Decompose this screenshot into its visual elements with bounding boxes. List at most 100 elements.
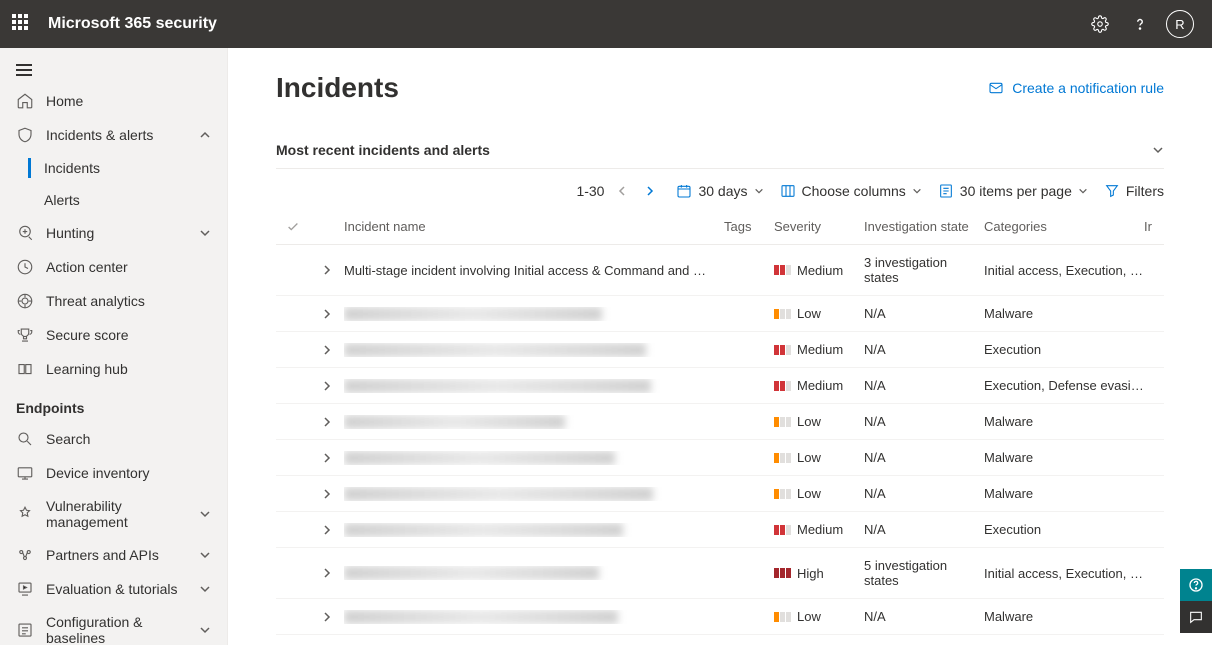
incident-categories: Malware — [984, 414, 1144, 429]
chevron-down-icon — [199, 583, 211, 595]
pager-prev[interactable] — [612, 183, 632, 199]
filters-button[interactable]: Filters — [1104, 183, 1164, 199]
severity-bars — [774, 612, 791, 622]
trophy-icon — [16, 326, 34, 344]
incident-name: Multi-stage incident involving Initial a… — [344, 263, 724, 278]
sidebar-item-learning-hub[interactable]: Learning hub — [0, 352, 227, 386]
choose-columns[interactable]: Choose columns — [780, 183, 922, 199]
choose-columns-label: Choose columns — [802, 183, 906, 199]
chevron-down-icon — [199, 549, 211, 561]
notification-link-label: Create a notification rule — [1012, 80, 1164, 96]
col-header-investigation[interactable]: Investigation state — [864, 219, 984, 234]
app-launcher-icon[interactable] — [12, 14, 32, 34]
pager: 1-30 — [576, 183, 660, 199]
sidebar-item-vulnerability-management[interactable]: Vulnerability management — [0, 490, 227, 538]
sidebar-item-evaluation-tutorials[interactable]: Evaluation & tutorials — [0, 572, 227, 606]
table-row[interactable]: LowN/AMalware — [276, 476, 1164, 512]
severity-bars — [774, 417, 791, 427]
col-header-categories[interactable]: Categories — [984, 219, 1144, 234]
sidebar-item-partners-and-apis[interactable]: Partners and APIs — [0, 538, 227, 572]
recent-section-toggle[interactable]: Most recent incidents and alerts — [276, 132, 1164, 169]
table-row[interactable]: MediumN/AExecution — [276, 512, 1164, 548]
table-row[interactable]: LowN/AMalware — [276, 635, 1164, 645]
incident-severity: Low — [774, 414, 864, 429]
sidebar-item-device-inventory[interactable]: Device inventory — [0, 456, 227, 490]
settings-icon[interactable] — [1080, 4, 1120, 44]
help-icon[interactable] — [1120, 4, 1160, 44]
hunt-icon — [16, 224, 34, 242]
incident-name — [344, 487, 724, 501]
table-row[interactable]: MediumN/AExecution, Defense evasion, D… — [276, 368, 1164, 404]
expand-row-icon[interactable] — [310, 264, 344, 276]
floating-help-button[interactable] — [1180, 569, 1212, 601]
expand-row-icon[interactable] — [310, 488, 344, 500]
sidebar-item-label: Device inventory — [46, 465, 211, 481]
table-row[interactable]: LowN/AMalware — [276, 599, 1164, 635]
table-row[interactable]: LowN/AMalware — [276, 440, 1164, 476]
sidebar-item-hunting[interactable]: Hunting — [0, 216, 227, 250]
expand-row-icon[interactable] — [310, 611, 344, 623]
sidebar-item-label: Hunting — [46, 225, 187, 241]
expand-row-icon[interactable] — [310, 567, 344, 579]
sidebar-item-label: Configuration & baselines — [46, 614, 187, 645]
incident-severity: Low — [774, 450, 864, 465]
expand-row-icon[interactable] — [310, 416, 344, 428]
create-notification-rule-link[interactable]: Create a notification rule — [988, 80, 1164, 96]
date-filter[interactable]: 30 days — [676, 183, 763, 199]
sidebar-item-alerts[interactable]: Alerts — [0, 184, 227, 216]
select-all-checkbox[interactable] — [276, 220, 310, 234]
incident-name — [344, 523, 724, 537]
chevron-down-icon — [199, 508, 211, 520]
expand-row-icon[interactable] — [310, 452, 344, 464]
incident-name — [344, 566, 724, 580]
table-row[interactable]: MediumN/AExecution — [276, 332, 1164, 368]
config-icon — [16, 621, 34, 639]
eval-icon — [16, 580, 34, 598]
col-header-tags[interactable]: Tags — [724, 219, 774, 234]
sidebar-item-label: Partners and APIs — [46, 547, 187, 563]
pager-next[interactable] — [640, 183, 660, 199]
severity-bars — [774, 525, 791, 535]
sidebar-item-search[interactable]: Search — [0, 422, 227, 456]
sidebar-item-secure-score[interactable]: Secure score — [0, 318, 227, 352]
shield-icon — [16, 126, 34, 144]
expand-row-icon[interactable] — [310, 524, 344, 536]
incident-categories: Malware — [984, 306, 1144, 321]
sidebar-item-action-center[interactable]: Action center — [0, 250, 227, 284]
sidebar-item-threat-analytics[interactable]: Threat analytics — [0, 284, 227, 318]
table-row[interactable]: LowN/AMalware — [276, 296, 1164, 332]
expand-row-icon[interactable] — [310, 344, 344, 356]
action-icon — [16, 258, 34, 276]
partners-icon — [16, 546, 34, 564]
incident-categories: Malware — [984, 609, 1144, 624]
sidebar-item-label: Incidents & alerts — [46, 127, 187, 143]
table-row[interactable]: Multi-stage incident involving Initial a… — [276, 245, 1164, 296]
collapse-nav-button[interactable] — [0, 56, 227, 84]
sidebar-item-label: Search — [46, 431, 211, 447]
table-row[interactable]: LowN/AMalware — [276, 404, 1164, 440]
user-avatar[interactable]: R — [1160, 4, 1200, 44]
avatar-initial: R — [1175, 17, 1184, 32]
floating-feedback-button[interactable] — [1180, 601, 1212, 633]
expand-row-icon[interactable] — [310, 308, 344, 320]
col-header-severity[interactable]: Severity — [774, 219, 864, 234]
filters-label: Filters — [1126, 183, 1164, 199]
page-title: Incidents — [276, 72, 399, 104]
sidebar-item-incidents[interactable]: Incidents — [0, 152, 227, 184]
incident-investigation: N/A — [864, 450, 984, 465]
sidebar-item-label: Learning hub — [46, 361, 211, 377]
incident-investigation: N/A — [864, 486, 984, 501]
table-row[interactable]: High5 investigation statesInitial access… — [276, 548, 1164, 599]
sidebar-item-label: Incidents — [44, 160, 211, 176]
sidebar-item-home[interactable]: Home — [0, 84, 227, 118]
sidebar-item-configuration-baselines[interactable]: Configuration & baselines — [0, 606, 227, 645]
col-header-name[interactable]: Incident name — [344, 219, 724, 234]
page-size[interactable]: 30 items per page — [938, 183, 1088, 199]
col-header-last[interactable]: Ir — [1144, 219, 1164, 234]
expand-row-icon[interactable] — [310, 380, 344, 392]
incident-severity: High — [774, 566, 864, 581]
search-icon — [16, 430, 34, 448]
chevron-down-icon — [1152, 144, 1164, 156]
sidebar-item-incidents-alerts[interactable]: Incidents & alerts — [0, 118, 227, 152]
severity-bars — [774, 489, 791, 499]
